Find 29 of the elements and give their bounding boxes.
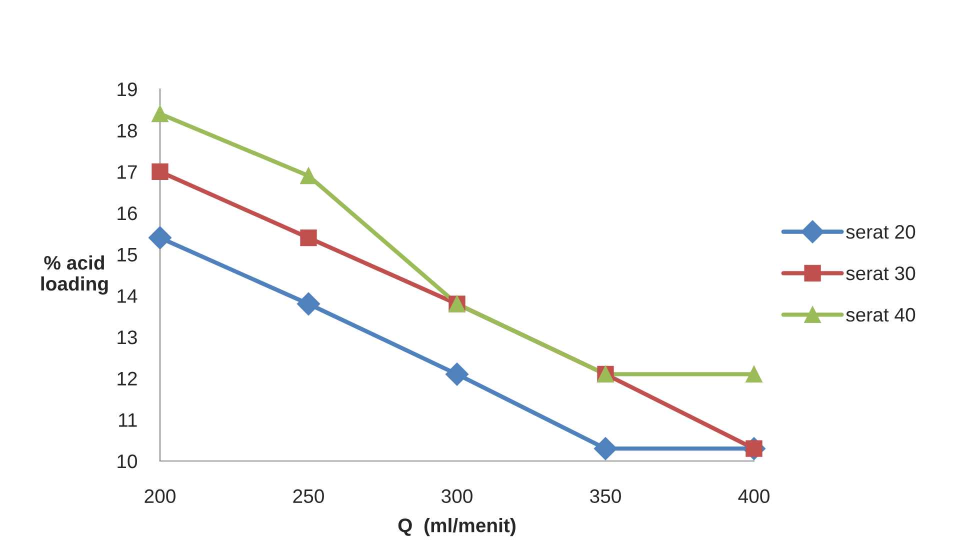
y-tick-label: 19 — [118, 82, 137, 96]
point — [297, 292, 320, 316]
legend-label: serat 40 — [846, 308, 916, 322]
x-axis-title: Q (ml/menit) — [398, 518, 516, 536]
y-tick-label: 13 — [118, 330, 137, 344]
y-tick-label: 14 — [118, 289, 138, 303]
x-tick-label: 300 — [442, 489, 472, 504]
x-tick-label: 250 — [293, 489, 324, 504]
point — [148, 226, 172, 250]
point — [300, 167, 317, 184]
y-tick-label: 17 — [118, 165, 137, 179]
y-tick-label: 10 — [118, 454, 138, 468]
legend-label: serat 20 — [846, 224, 916, 239]
point — [594, 437, 617, 460]
point — [152, 163, 168, 180]
point — [746, 366, 762, 383]
x-tick-label: 200 — [144, 489, 176, 504]
y-tick-label: 18 — [118, 124, 137, 138]
point — [300, 229, 317, 246]
x-tick-label: 350 — [590, 489, 621, 504]
y-tick-label: 11 — [119, 413, 137, 427]
y-tick-label: 12 — [118, 372, 137, 386]
y-axis-title: % acid loading — [41, 255, 108, 295]
point — [446, 362, 468, 386]
legend-label: serat 30 — [846, 266, 916, 280]
x-tick-label: 400 — [738, 489, 770, 504]
y-tick-label: 16 — [118, 206, 137, 220]
y-tick-label: 15 — [118, 248, 137, 262]
point — [152, 105, 168, 122]
